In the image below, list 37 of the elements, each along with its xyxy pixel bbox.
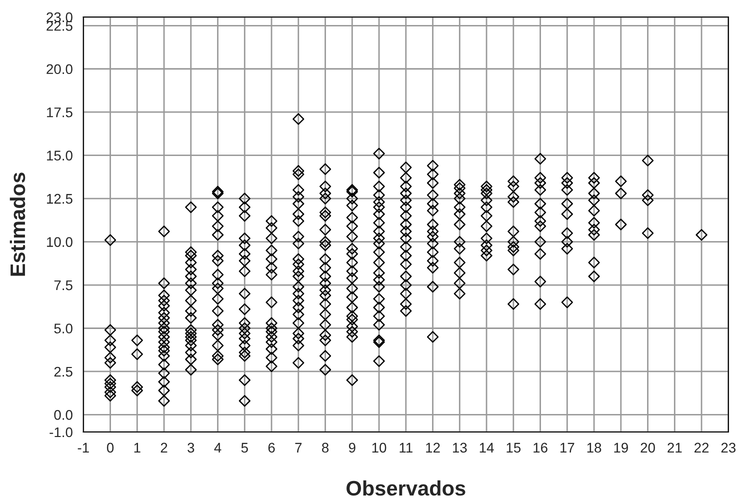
y-tick-label: 0.0 [54, 410, 72, 420]
x-tick-label: 22 [694, 442, 709, 452]
y-tick-label: 10.0 [47, 237, 72, 247]
x-tick-label: 11 [400, 442, 412, 452]
x-tick-label: 7 [295, 442, 302, 452]
x-tick-label: -1 [78, 442, 89, 452]
x-tick-label: 5 [241, 442, 248, 453]
x-tick-label: 0 [106, 442, 114, 453]
x-tick-label: 2 [160, 442, 168, 452]
x-tick-label: 9 [348, 442, 356, 453]
x-tick-label: 4 [214, 442, 222, 452]
x-tick-label: 10 [372, 442, 386, 453]
y-tick-label: 17.5 [47, 108, 72, 118]
x-tick-label: 23 [721, 442, 736, 453]
x-tick-label: 8 [322, 442, 329, 453]
x-tick-label: 18 [587, 442, 602, 453]
x-tick-label: 13 [452, 442, 467, 453]
x-tick-label: 21 [668, 442, 682, 452]
x-tick-label: 6 [268, 442, 275, 453]
x-tick-label: 16 [534, 442, 548, 453]
x-tick-label: 14 [480, 442, 494, 452]
x-tick-label: 1 [134, 442, 140, 452]
y-tick-label: 15.0 [47, 150, 72, 161]
y-tick-label: 5.0 [54, 324, 72, 334]
y-axis-title: Estimados [10, 172, 26, 276]
y-tick-label: 2.5 [54, 366, 72, 377]
x-tick-label: 12 [426, 442, 440, 452]
y-tick-label: 20.0 [46, 64, 72, 74]
x-tick-label: 15 [506, 442, 521, 453]
x-tick-label: 19 [614, 442, 628, 453]
y-tick-label: -1.0 [50, 427, 72, 438]
x-tick-label: 3 [188, 442, 194, 453]
y-tick-label: 7.5 [54, 280, 72, 290]
y-tick-label: 12.5 [47, 194, 72, 204]
x-tick-label: 20 [640, 442, 655, 453]
x-tick-label: 17 [560, 442, 574, 452]
x-axis-title: Observados [346, 480, 466, 496]
